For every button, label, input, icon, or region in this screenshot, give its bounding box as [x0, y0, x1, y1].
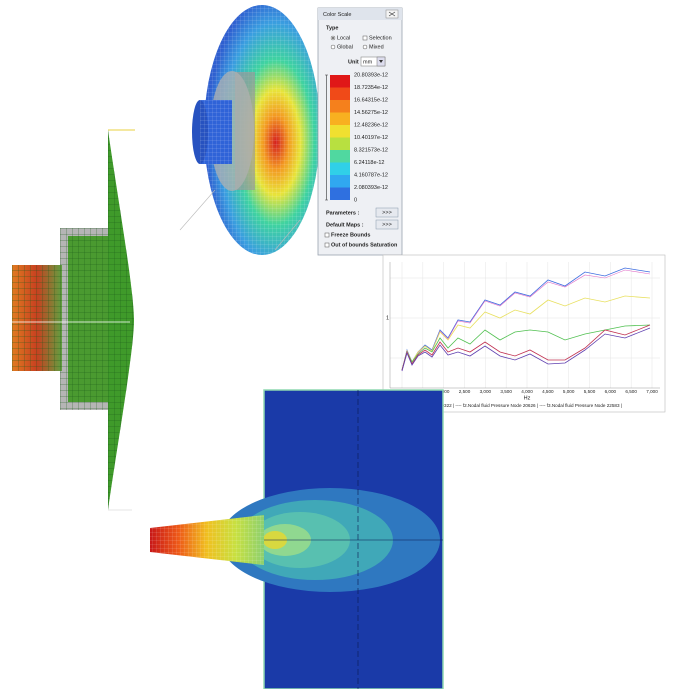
unit-value: mm [363, 59, 373, 65]
checkbox[interactable] [324, 232, 330, 238]
scale-label: 18.72354e-12 [354, 85, 388, 91]
x-tick-label: 3,000 [480, 389, 492, 394]
curve [401, 295, 651, 371]
scale-label: 14.56275e-12 [354, 110, 388, 116]
color-band [330, 75, 350, 88]
cylinder-mesh [200, 100, 232, 164]
color-band [330, 125, 350, 138]
grid: 1,0001,5002,0002,5003,0003,5004,0004,500… [389, 262, 660, 394]
parameters-label: Parameters : [326, 210, 359, 216]
horn-mesh [150, 515, 264, 565]
saturation: Out of bounds Saturation [331, 242, 398, 248]
x-tick-label: 3,500 [500, 389, 512, 394]
option: Selection [369, 35, 392, 41]
scale-label: 10.40197e-12 [354, 135, 388, 141]
scale-label: 0 [354, 197, 357, 203]
body-mesh [60, 228, 108, 410]
scale-label: 8.321573e-12 [354, 147, 388, 153]
button-label: >>> [382, 222, 392, 228]
scale-label: 12.48236e-12 [354, 122, 388, 128]
color-bar: 20.80393e-12 18.72354e-12 16.64315e-12 14.5… [330, 72, 388, 203]
response-plot: 1,0001,5002,0002,5003,0003,5004,0004,500… [382, 254, 666, 413]
freeze-bounds: Freeze Bounds [331, 232, 370, 238]
radio-dot [332, 37, 334, 39]
x-tick-label: 2,500 [459, 389, 471, 394]
color-band [330, 162, 350, 175]
scale-label: 16.64315e-12 [354, 97, 388, 103]
default-maps-label: Default Maps : [326, 222, 364, 228]
cylinder-mesh [12, 265, 62, 371]
x-tick-label: 4,000 [521, 389, 533, 394]
membrane-mesh [108, 130, 134, 510]
x-tick-label: 4,500 [542, 389, 554, 394]
color-band [330, 112, 350, 125]
model-3d [179, 5, 320, 255]
axis-line [179, 189, 216, 231]
radio[interactable] [330, 44, 336, 50]
color-band [330, 87, 350, 100]
x-tick-label: 2,000 [438, 389, 450, 394]
title-bar [318, 8, 402, 20]
color-band [330, 187, 350, 200]
checkbox[interactable] [324, 242, 330, 248]
checkbox[interactable] [362, 35, 368, 41]
panel-title: Color Scale [323, 12, 351, 18]
x-tick-label: 7,000 [646, 389, 658, 394]
side-model [12, 129, 135, 511]
y-tick: 1 [386, 315, 389, 321]
option: Local [337, 35, 350, 41]
x-tick-label: 6,500 [625, 389, 637, 394]
x-axis-label: Hz [524, 395, 531, 401]
button-label: >>> [382, 210, 392, 216]
color-scale-panel: Color Scale Type Local Selection Global … [317, 7, 403, 256]
color-band [330, 137, 350, 150]
bracket [325, 74, 328, 201]
color-band [330, 150, 350, 163]
axis-line [274, 219, 301, 251]
select-arrow [379, 60, 383, 63]
disc-mesh [204, 5, 320, 255]
close-icon [388, 11, 396, 17]
x-tick-label: 6,000 [605, 389, 617, 394]
unit-label: Unit [348, 59, 359, 65]
curve [401, 327, 651, 372]
curve [401, 324, 651, 371]
legend: Nodal fluid Pressure Node 19322 | ---- f… [384, 403, 622, 408]
scale-label: 20.80393e-12 [354, 72, 388, 78]
x-tick-label: 5,000 [563, 389, 575, 394]
radio[interactable] [362, 44, 368, 50]
button[interactable] [375, 207, 399, 218]
option: Mixed [369, 44, 384, 50]
scale-label: 6.24118e-12 [354, 160, 384, 166]
scale-label: 4.160787e-12 [354, 172, 388, 178]
color-band [330, 100, 350, 113]
type-label: Type [326, 25, 338, 31]
scale-label: 2.080393e-12 [354, 185, 388, 191]
color-band [330, 175, 350, 188]
curve [401, 324, 651, 371]
curve [401, 269, 651, 372]
acoustic-field [150, 389, 444, 689]
option: Global [337, 44, 353, 50]
x-tick-label: 5,500 [584, 389, 596, 394]
button[interactable] [375, 219, 399, 230]
